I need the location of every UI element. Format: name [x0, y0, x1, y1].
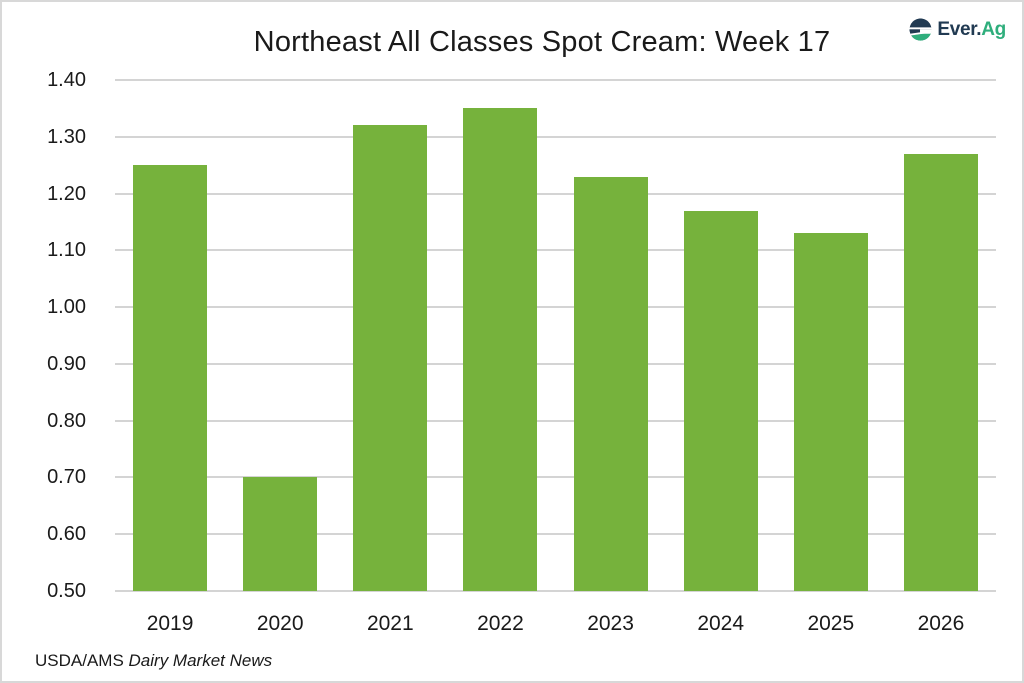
bar-slot — [666, 80, 776, 591]
y-axis-label: 0.60 — [47, 523, 86, 546]
gridline — [115, 79, 996, 81]
source-publication: Dairy Market News — [128, 651, 273, 670]
gridline — [115, 362, 996, 365]
everag-logo: Ever.Ag — [907, 16, 1006, 43]
bar-2022 — [463, 108, 538, 591]
y-axis-label: 1.30 — [47, 125, 86, 148]
gridline — [115, 135, 996, 138]
gridline — [115, 306, 996, 309]
chart-title: Northeast All Classes Spot Cream: Week 1… — [253, 26, 831, 58]
x-axis: 2019 2020 2021 2022 2023 2024 2025 2026 — [115, 612, 996, 636]
bar-2023 — [573, 176, 648, 591]
bar-2019 — [133, 165, 208, 591]
x-axis-label: 2022 — [477, 612, 524, 635]
everag-logo-icon — [909, 18, 932, 41]
gridline — [115, 590, 996, 592]
y-axis-label: 0.50 — [47, 580, 86, 602]
bar-slot — [445, 80, 555, 591]
y-axis-label: 1.40 — [47, 69, 86, 91]
x-axis-label: 2026 — [917, 612, 965, 635]
y-axis-label: 0.70 — [47, 466, 86, 489]
y-axis-label: 1.20 — [47, 182, 86, 205]
x-axis-label: 2023 — [587, 612, 634, 635]
everag-logo-text: Ever.Ag — [937, 19, 1006, 41]
bar-slot — [556, 80, 666, 591]
bar-2024 — [683, 210, 758, 591]
bars — [115, 80, 996, 591]
y-axis-label: 0.90 — [47, 352, 86, 375]
gridline — [115, 476, 996, 479]
bar-2021 — [353, 125, 428, 591]
y-axis-label: 0.80 — [47, 409, 86, 432]
source-text: USDA/AMS Dairy Market News — [35, 651, 272, 671]
x-axis-label: 2021 — [366, 612, 414, 635]
y-axis: 1.40 1.30 1.20 1.10 1.00 0.90 0.80 0.70 0.60 0.50 — [2, 70, 86, 601]
x-axis-label: 2024 — [697, 612, 745, 635]
bar-slot — [886, 80, 996, 591]
bar-slot — [115, 80, 225, 591]
source-agency: USDA/AMS — [35, 651, 124, 670]
logo-text-ag: Ag — [981, 18, 1006, 40]
x-axis-label: 2020 — [256, 612, 304, 635]
bar-slot — [225, 80, 335, 591]
bar-2025 — [793, 233, 868, 591]
logo-text-ever: Ever. — [937, 18, 982, 40]
bar-2020 — [243, 477, 318, 591]
plot-area — [115, 79, 996, 592]
y-axis-label: 1.10 — [47, 239, 86, 262]
x-axis-label: 2019 — [146, 612, 194, 635]
gridline — [115, 419, 996, 422]
x-axis-label: 2025 — [807, 612, 855, 635]
gridline — [115, 533, 996, 536]
gridline — [115, 249, 996, 252]
y-axis-label: 1.00 — [47, 296, 86, 319]
bar-2026 — [903, 153, 978, 591]
gridline — [115, 192, 996, 195]
bar-slot — [335, 80, 445, 591]
bar-slot — [776, 80, 886, 591]
